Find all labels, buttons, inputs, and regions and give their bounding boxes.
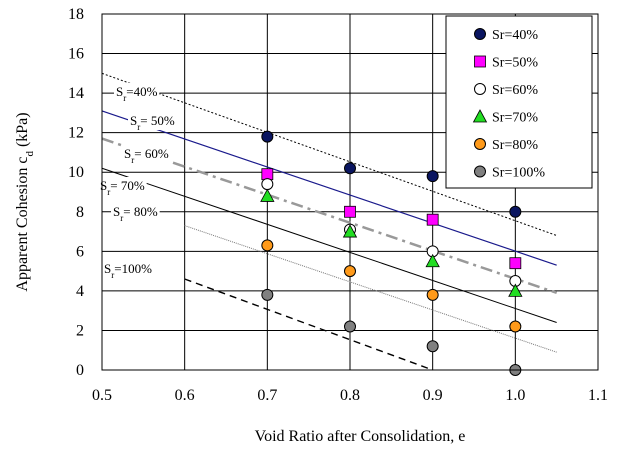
fit-lines bbox=[101, 72, 558, 371]
tick-labels: 0.5 0.6 0.7 0.8 0.9 1.0 1.1 0 2 4 6 8 10 12 14 16 18 bbox=[68, 6, 608, 404]
data-point-sr40 bbox=[509, 205, 522, 218]
y-tick-label: 8 bbox=[76, 204, 84, 221]
legend-label: Sr=60% bbox=[492, 83, 538, 98]
line-annotations: Sr=40% Sr= 50% Sr= 60% Sr= 70% Sr= 80% Sr=100… bbox=[98, 83, 177, 280]
annotation-bg bbox=[114, 83, 160, 101]
annotation-label: Sr=100% bbox=[104, 261, 152, 280]
y-tick-label: 0 bbox=[76, 362, 84, 379]
data-point-sr60 bbox=[261, 178, 274, 191]
legend-box bbox=[445, 15, 593, 189]
annotation-bg bbox=[122, 145, 171, 163]
legend-label: Sr=40% bbox=[492, 28, 538, 43]
data-point-sr50 bbox=[426, 213, 439, 226]
annotation-label: Sr= 80% bbox=[113, 204, 158, 223]
data-point-sr40 bbox=[261, 130, 274, 143]
data-point-sr100 bbox=[426, 340, 439, 353]
legend-label: Sr=70% bbox=[492, 111, 538, 126]
data-point-sr70 bbox=[342, 224, 358, 238]
fit-line-60 bbox=[101, 137, 558, 295]
fit-line-40 bbox=[101, 72, 557, 236]
legend-marker bbox=[474, 83, 486, 95]
data-point-sr100 bbox=[261, 288, 274, 301]
x-tick-label: 0.7 bbox=[257, 387, 277, 404]
legend-marker bbox=[474, 138, 486, 150]
fit-line-100 bbox=[184, 278, 433, 371]
annotation-bg bbox=[111, 203, 160, 221]
fit-line-50 bbox=[101, 110, 557, 266]
x-axis-label: Void Ratio after Consolidation, e bbox=[255, 428, 466, 445]
legend-label: Sr=50% bbox=[492, 56, 538, 71]
annotation-bg bbox=[102, 260, 154, 278]
data-point-sr70 bbox=[508, 283, 523, 297]
data-points bbox=[260, 130, 523, 376]
data-point-sr80 bbox=[509, 320, 522, 333]
data-point-sr70 bbox=[260, 188, 275, 202]
data-point-sr80 bbox=[344, 265, 356, 278]
x-tick-label: 1.0 bbox=[505, 387, 525, 404]
y-tick-label: 6 bbox=[76, 243, 84, 260]
legend-label: Sr=80% bbox=[492, 138, 538, 153]
annotation-label: Sr= 70% bbox=[100, 178, 145, 197]
data-point-sr40 bbox=[344, 162, 356, 175]
y-tick-label: 4 bbox=[76, 283, 84, 300]
legend-marker bbox=[474, 55, 486, 68]
data-point-sr50 bbox=[261, 168, 274, 181]
fit-line-80 bbox=[184, 225, 557, 353]
legend-marker bbox=[474, 165, 486, 178]
data-point-sr80 bbox=[261, 239, 274, 252]
y-tick-label: 14 bbox=[68, 85, 84, 102]
y-tick-label: 16 bbox=[68, 46, 84, 63]
plot-frame bbox=[101, 13, 599, 371]
y-tick-label: 2 bbox=[76, 322, 84, 339]
annotation-bg bbox=[128, 112, 177, 130]
legend-marker bbox=[472, 109, 488, 123]
x-tick-label: 0.8 bbox=[340, 387, 360, 404]
x-tick-label: 1.1 bbox=[588, 387, 608, 404]
legend-marker bbox=[474, 28, 486, 40]
y-tick-label: 10 bbox=[68, 164, 84, 181]
data-point-sr80 bbox=[426, 288, 439, 301]
data-point-sr50 bbox=[344, 205, 356, 218]
x-tick-label: 0.9 bbox=[423, 387, 443, 404]
legend-label: Sr=100% bbox=[492, 166, 545, 181]
annotation-bg bbox=[98, 177, 147, 195]
y-tick-label: 12 bbox=[68, 125, 84, 142]
data-point-sr70 bbox=[425, 253, 440, 268]
data-point-sr50 bbox=[509, 257, 522, 270]
y-tick-label: 18 bbox=[68, 6, 84, 23]
annotation-label: Sr= 50% bbox=[130, 113, 175, 132]
x-tick-label: 0.5 bbox=[92, 387, 112, 404]
data-point-sr40 bbox=[426, 170, 439, 183]
y-axis-label: Apparent Cohesion cd (kPa) bbox=[14, 112, 36, 291]
annotation-label: Sr=40% bbox=[116, 84, 158, 103]
data-point-sr100 bbox=[344, 320, 356, 333]
x-tick-label: 0.6 bbox=[175, 387, 195, 404]
fit-line-70 bbox=[101, 167, 557, 324]
annotation-label: Sr= 60% bbox=[124, 146, 169, 165]
legend: Sr=40% Sr=50% Sr=60% Sr=70% Sr=80% Sr=100% bbox=[445, 15, 593, 189]
